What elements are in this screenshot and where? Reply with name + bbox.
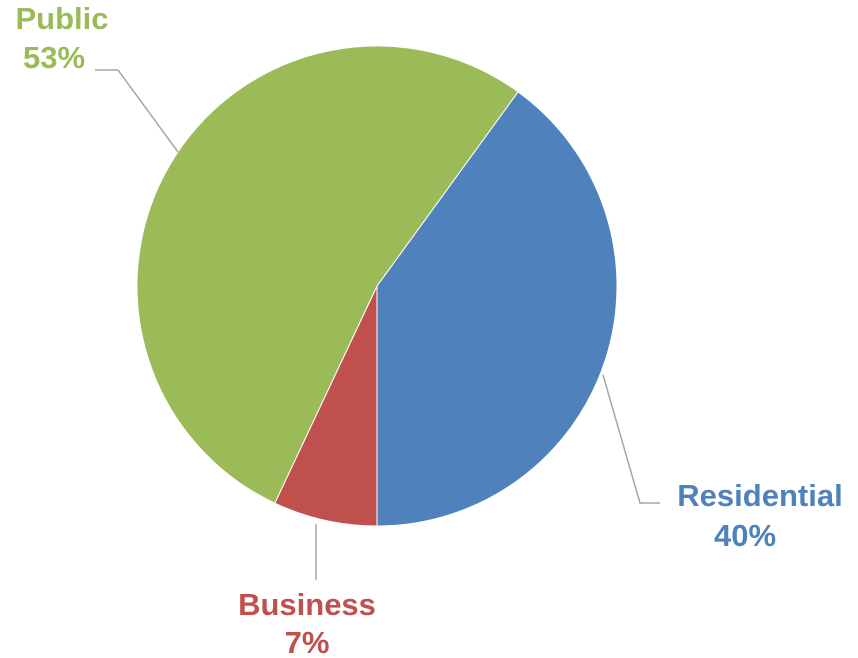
pie-slice-business: [274, 285, 378, 527]
pie-slice-residential: [376, 91, 618, 527]
leader-line-public: [95, 69, 179, 153]
leader-line-residential: [602, 374, 660, 504]
pie-slice-public: [136, 45, 519, 504]
pie-slices: [136, 45, 618, 527]
slice-label-business: Business: [238, 587, 376, 622]
slice-percent-residential: 40%: [714, 518, 776, 553]
slice-label-residential: Residential: [677, 478, 842, 513]
slice-percent-public: 53%: [23, 40, 85, 75]
slice-label-public: Public: [15, 1, 108, 36]
leader-lines: [95, 69, 660, 580]
data-labels: Residential 40% Business 7% Public 53%: [15, 1, 842, 658]
slice-percent-business: 7%: [285, 625, 330, 658]
